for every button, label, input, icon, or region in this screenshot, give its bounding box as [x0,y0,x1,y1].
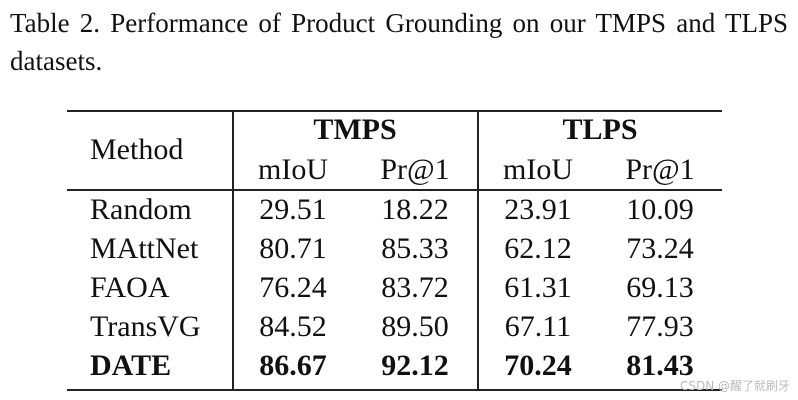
bottom-rule [67,389,722,391]
table-caption: Table 2. Performance of Product Groundin… [10,8,788,76]
cell: 81.43 [626,349,694,382]
row-method: FAOA [90,271,170,304]
cell: 85.33 [381,232,449,265]
row-method: DATE [90,349,172,382]
group-header: TLPS [562,113,638,146]
column-header: Pr@1 [380,153,450,186]
cell: 70.24 [504,349,572,382]
top-rule [67,110,722,112]
column-header: mIoU [503,153,573,186]
column-rule [477,110,479,391]
cell: 76.24 [259,271,327,304]
cell: 77.93 [626,310,694,343]
cell: 89.50 [381,310,449,343]
cell: 83.72 [381,271,449,304]
cell: 92.12 [381,349,449,382]
header-method: Method [90,133,184,166]
cell: 10.09 [626,193,694,226]
watermark: CSDN @醒了就刷牙 [679,379,790,393]
cell: 80.71 [259,232,327,265]
column-header: Pr@1 [625,153,695,186]
cell: 62.12 [504,232,572,265]
cell: 29.51 [259,193,327,226]
cell: 84.52 [259,310,327,343]
header-rule [67,189,722,191]
group-header: TMPS [313,113,397,146]
column-header: mIoU [258,153,328,186]
cell: 23.91 [504,193,572,226]
cell: 73.24 [626,232,694,265]
row-method: TransVG [90,310,201,343]
row-method: Random [90,193,192,226]
cell: 61.31 [504,271,572,304]
row-method: MAttNet [90,232,199,265]
column-rule [232,110,234,391]
cell: 18.22 [381,193,449,226]
cell: 67.11 [504,310,572,343]
cell: 86.67 [259,349,327,382]
cell: 69.13 [626,271,694,304]
